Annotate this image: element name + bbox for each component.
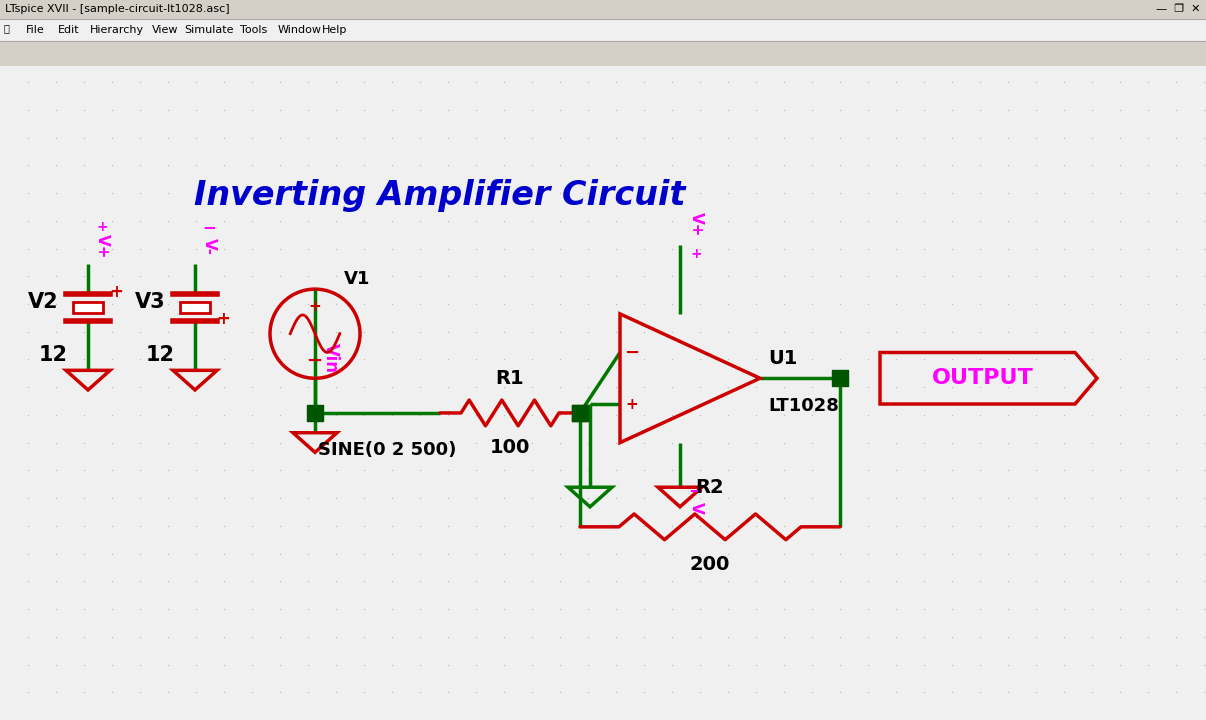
- Text: +: +: [96, 220, 107, 234]
- Text: U1: U1: [768, 349, 797, 368]
- Text: Edit: Edit: [58, 25, 80, 35]
- Text: 100: 100: [490, 438, 531, 457]
- Point: [305, 408, 324, 419]
- Text: —  ❐  ✕: — ❐ ✕: [1155, 4, 1200, 14]
- Text: +: +: [309, 300, 321, 315]
- Text: Hierarchy: Hierarchy: [90, 25, 145, 35]
- Bar: [74, 302, 103, 313]
- Text: V-: V-: [201, 238, 217, 255]
- Text: V-: V-: [689, 502, 703, 518]
- Text: R1: R1: [496, 369, 525, 388]
- Text: 🔌: 🔌: [4, 24, 10, 33]
- Text: Simulate: Simulate: [185, 25, 234, 35]
- Point: [570, 408, 590, 419]
- Text: R2: R2: [696, 478, 725, 497]
- Text: LT1028: LT1028: [768, 397, 839, 415]
- Text: −: −: [689, 483, 703, 501]
- Text: File: File: [27, 25, 45, 35]
- Text: V+: V+: [689, 212, 703, 237]
- Text: V+: V+: [94, 234, 110, 258]
- Text: V2: V2: [28, 292, 58, 312]
- Text: Tools: Tools: [240, 25, 268, 35]
- Text: +: +: [109, 283, 123, 301]
- Text: 12: 12: [39, 346, 68, 366]
- Text: Window: Window: [279, 25, 322, 35]
- Bar: [180, 302, 210, 313]
- Text: OUTPUT: OUTPUT: [931, 368, 1034, 388]
- Text: V1: V1: [344, 270, 370, 288]
- Text: Help: Help: [322, 25, 347, 35]
- Text: LTspice XVII - [sample-circuit-lt1028.asc]: LTspice XVII - [sample-circuit-lt1028.as…: [5, 4, 229, 14]
- Text: 200: 200: [690, 555, 730, 574]
- Text: +: +: [626, 397, 638, 412]
- Text: +: +: [216, 310, 230, 328]
- Text: +: +: [690, 248, 702, 261]
- Text: Vin: Vin: [322, 343, 340, 374]
- Text: 12: 12: [146, 346, 175, 366]
- Point: [570, 408, 590, 419]
- Text: −: −: [306, 351, 323, 370]
- Point: [831, 372, 850, 384]
- Text: Inverting Amplifier Circuit: Inverting Amplifier Circuit: [194, 179, 686, 212]
- Text: V3: V3: [135, 292, 165, 312]
- Text: −: −: [625, 343, 639, 361]
- Text: View: View: [152, 25, 178, 35]
- Text: −: −: [203, 217, 216, 235]
- Text: SINE(0 2 500): SINE(0 2 500): [318, 441, 456, 459]
